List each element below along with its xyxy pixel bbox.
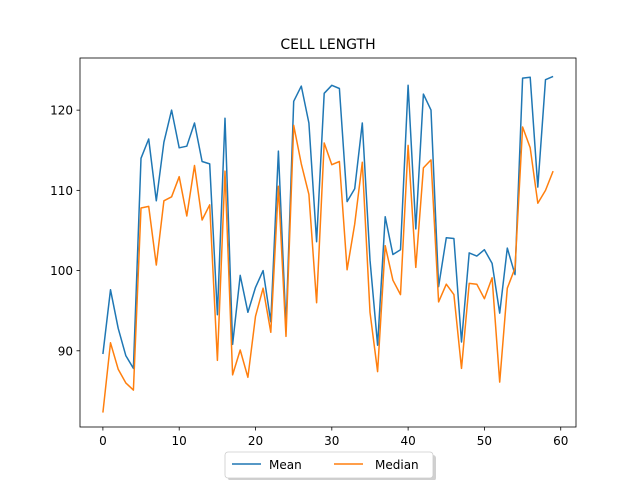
legend-label-mean: Mean xyxy=(269,458,302,472)
x-tick-label: 10 xyxy=(172,434,187,448)
x-tick-label: 60 xyxy=(553,434,568,448)
x-tick-label: 0 xyxy=(99,434,107,448)
series-line-median xyxy=(102,124,554,413)
chart-title: CELL LENGTH xyxy=(280,37,375,53)
x-axis: 0 10 20 30 40 50 60 xyxy=(99,427,568,448)
legend-label-median: Median xyxy=(375,458,419,472)
plot-lines xyxy=(102,75,554,413)
y-tick-label: 90 xyxy=(58,344,73,358)
x-tick-label: 20 xyxy=(248,434,263,448)
y-axis: 90 100 110 120 xyxy=(50,104,80,358)
plot-frame xyxy=(79,57,577,428)
x-tick-label: 30 xyxy=(324,434,339,448)
legend: Mean Median xyxy=(224,451,436,480)
series-line-mean xyxy=(102,75,554,370)
y-tick-label: 110 xyxy=(50,184,73,198)
y-tick-label: 100 xyxy=(50,264,73,278)
x-tick-label: 50 xyxy=(477,434,492,448)
x-tick-label: 40 xyxy=(400,434,415,448)
y-tick-label: 120 xyxy=(50,104,73,118)
legend-box xyxy=(224,451,434,479)
